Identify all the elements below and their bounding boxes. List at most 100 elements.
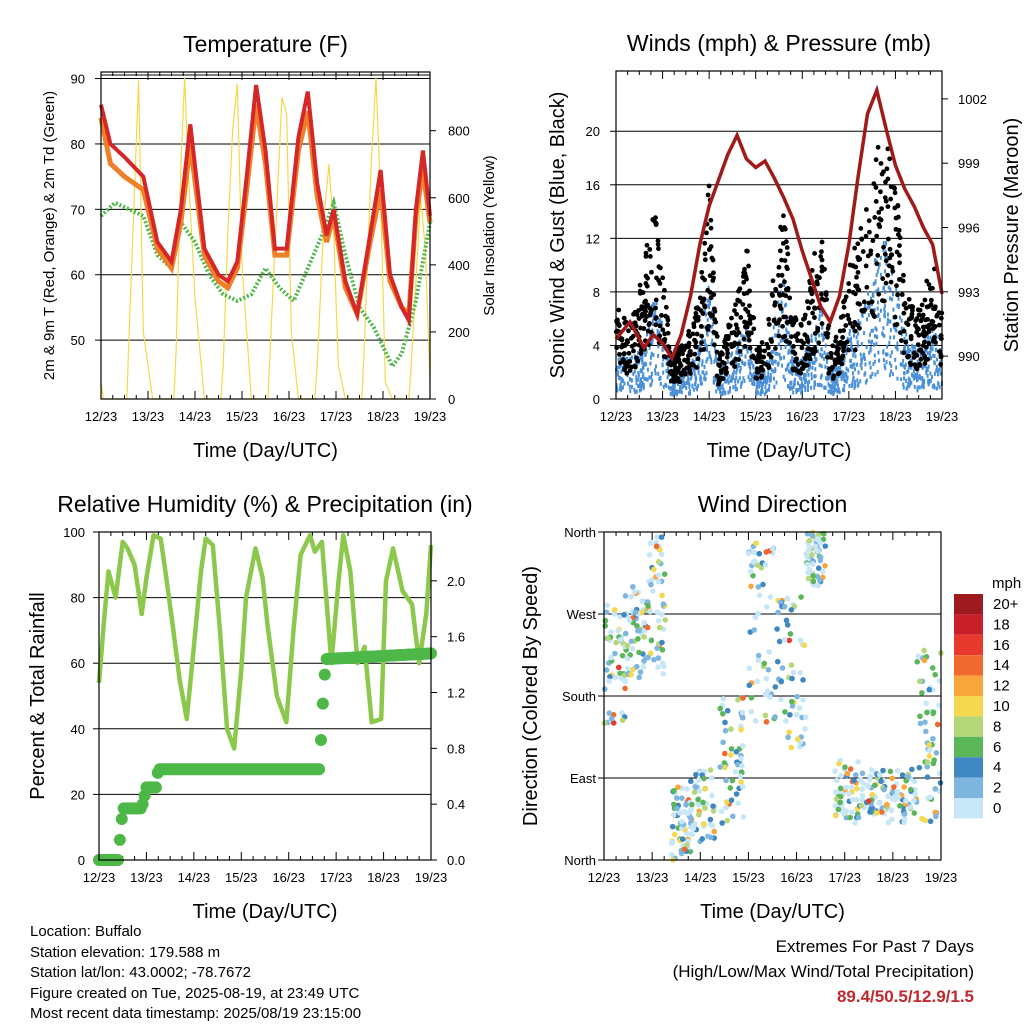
relative-humidity-line (96, 533, 434, 751)
wind-point (884, 249, 887, 254)
direction-point (708, 775, 715, 781)
wind-point (918, 345, 921, 350)
direction-point (911, 810, 918, 816)
direction-point (732, 768, 739, 775)
colorbar-label: 2 (993, 780, 1001, 797)
gust-point (798, 338, 804, 344)
wind-point (921, 375, 924, 380)
gust-point (726, 333, 731, 339)
wind-point (661, 320, 664, 325)
gust-point (889, 252, 895, 258)
wind-point (894, 327, 897, 332)
gust-point (899, 292, 905, 297)
gust-point (647, 321, 652, 326)
wind-point (689, 389, 692, 394)
direction-point (659, 592, 666, 599)
direction-point (922, 719, 928, 726)
gust-point (716, 381, 721, 387)
wind-point (781, 338, 784, 343)
wind-point (629, 356, 632, 361)
gust-point (872, 215, 878, 220)
wind-point (873, 359, 876, 364)
wind-point (895, 328, 898, 333)
wind-point (859, 379, 862, 384)
y2-tick-label: 999 (958, 156, 980, 171)
gust-point (847, 320, 853, 326)
direction-point (889, 775, 896, 782)
direction-point (717, 705, 724, 712)
wind-point (755, 387, 758, 392)
direction-point (629, 645, 636, 652)
colorbar-swatch (954, 594, 983, 615)
wind-point (752, 381, 755, 386)
wind-point (824, 385, 827, 390)
wind-point (688, 384, 691, 389)
direction-point (752, 718, 759, 724)
gust-point (780, 240, 786, 246)
direction-point (803, 551, 810, 557)
y-tick-label: 40 (71, 722, 85, 737)
wind-point (698, 350, 701, 355)
wind-point (676, 390, 679, 395)
wind-point (710, 342, 713, 347)
wind-point (622, 379, 625, 384)
wind-point (721, 391, 724, 396)
gust-point (704, 230, 709, 236)
wind-point (851, 345, 854, 350)
direction-point (605, 635, 611, 642)
direction-point (632, 609, 639, 616)
direction-point (763, 719, 770, 725)
wind-point (697, 351, 700, 356)
gust-point (881, 169, 886, 175)
wind-point (869, 365, 872, 370)
wind-point (867, 313, 870, 318)
wind-point (708, 305, 711, 310)
gust-point (863, 263, 869, 269)
gust-point (773, 288, 779, 294)
wind-point (797, 381, 800, 386)
wind-point (818, 313, 821, 318)
y-tick-label: North (564, 853, 596, 868)
direction-point (852, 772, 859, 778)
gust-point (692, 337, 697, 343)
direction-point (648, 637, 655, 644)
gust-point (634, 355, 639, 361)
wind-point (735, 387, 738, 392)
wind-point (802, 355, 805, 360)
wind-point (703, 339, 706, 344)
direction-point (880, 767, 886, 774)
wind-point (766, 388, 769, 393)
gust-point (650, 217, 656, 222)
wind-point (878, 262, 881, 267)
wind-point (831, 385, 834, 390)
wind-point (749, 362, 752, 367)
direction-point (733, 791, 740, 797)
direction-point (790, 669, 797, 676)
direction-point (833, 789, 839, 795)
wind-point (860, 312, 863, 317)
gust-point (647, 247, 653, 252)
gust-point (926, 282, 932, 287)
wind-point (911, 358, 914, 363)
wind-point (882, 241, 885, 246)
chart-title: Wind Direction (698, 491, 848, 517)
y2-tick-label: 996 (958, 220, 980, 235)
wind-point (703, 310, 706, 315)
x-axis-label: Time (Day/UTC) (193, 901, 338, 923)
gust-point (790, 349, 796, 355)
gust-point (656, 246, 661, 252)
wind-point (697, 383, 700, 388)
wind-point (813, 385, 816, 390)
direction-point (651, 566, 657, 573)
direction-point (699, 836, 706, 842)
gust-point (874, 233, 880, 239)
wind-point (894, 357, 897, 362)
wind-point (922, 385, 925, 390)
wind-point (810, 333, 813, 338)
gust-point (737, 348, 743, 354)
gust-point (622, 343, 628, 348)
wind-point (874, 280, 877, 285)
wind-point (686, 374, 689, 379)
gust-point (857, 301, 863, 307)
colorbar-label: 8 (993, 718, 1001, 735)
